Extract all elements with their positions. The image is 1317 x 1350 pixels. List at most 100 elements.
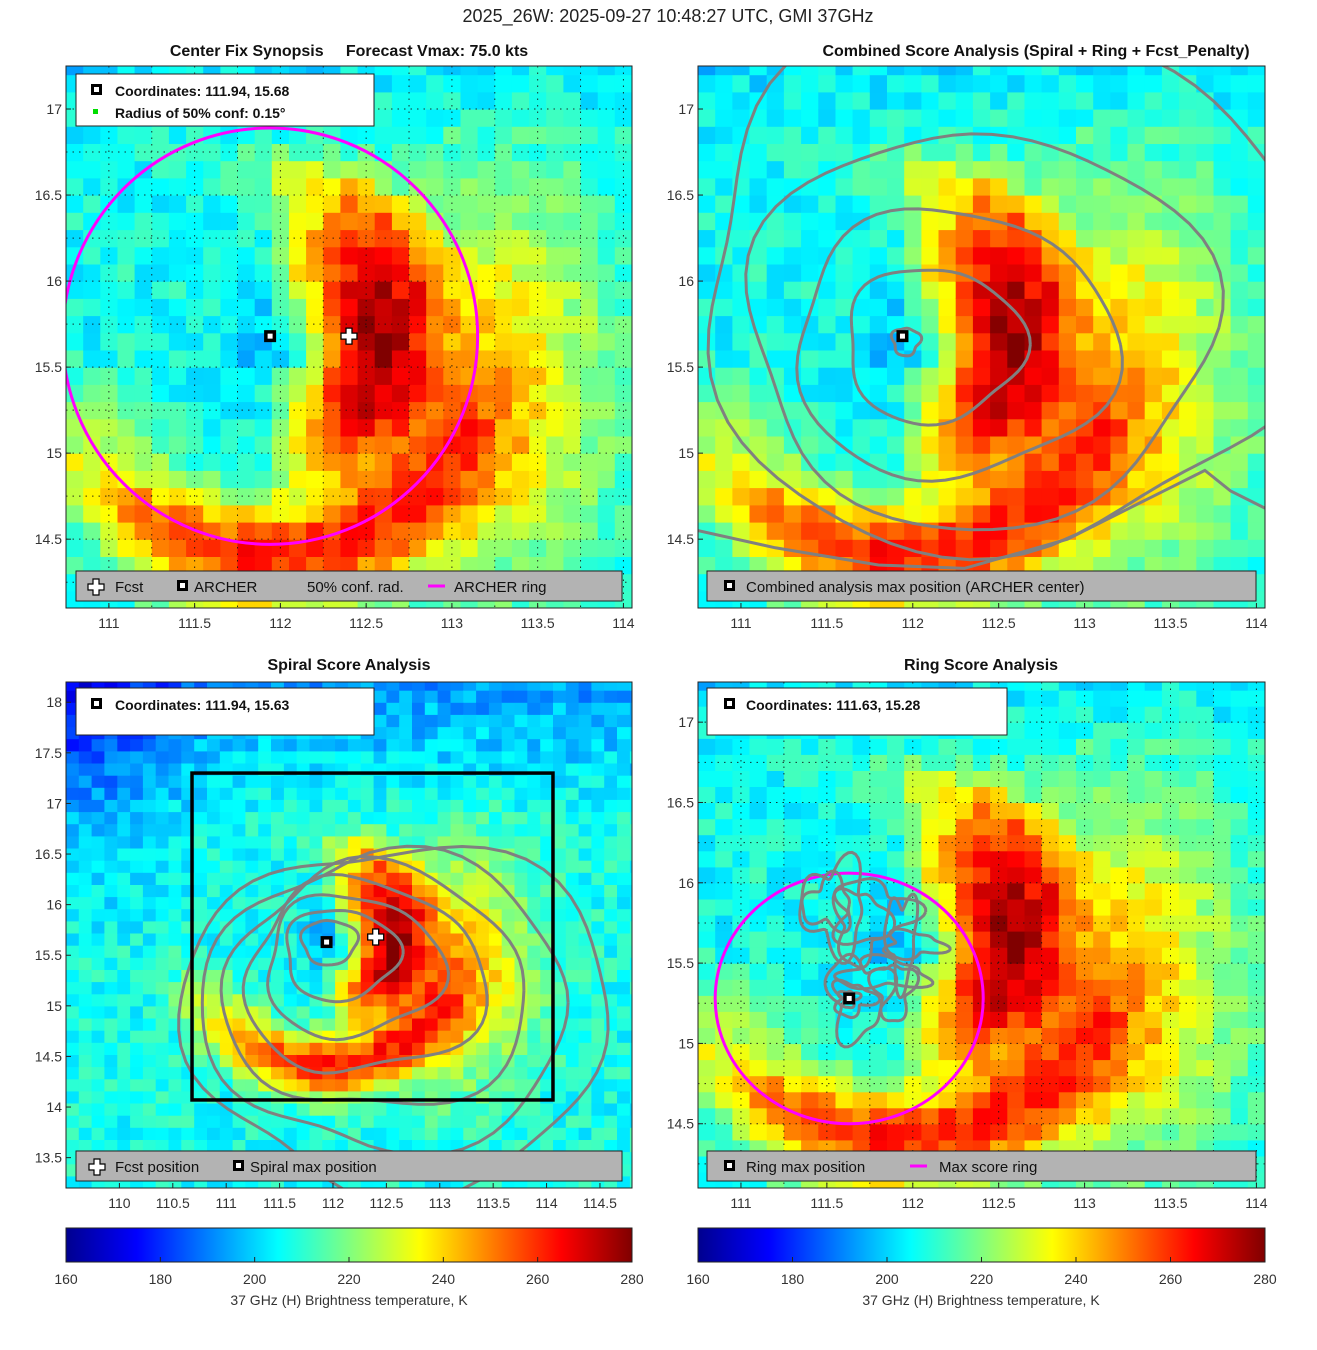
heat-cell xyxy=(168,1042,182,1055)
heat-cell xyxy=(91,811,105,825)
heat-cell xyxy=(1213,470,1232,489)
heat-cell xyxy=(100,40,118,58)
heat-cell xyxy=(1196,212,1215,231)
heat-cell xyxy=(219,1042,234,1055)
heat-cell xyxy=(835,177,854,196)
heat-cell xyxy=(1127,401,1146,420)
heat-cell xyxy=(938,195,957,213)
y-tick-label: 14.5 xyxy=(35,1048,62,1064)
heat-cell xyxy=(289,143,307,162)
heat-cell xyxy=(460,556,479,575)
heat-cell xyxy=(990,298,1008,317)
heat-cell xyxy=(412,775,426,788)
heat-cell xyxy=(580,246,599,265)
heat-cell xyxy=(443,66,462,76)
heat-cell xyxy=(1161,143,1180,162)
heat-cell xyxy=(629,763,632,776)
heat-cell xyxy=(181,1115,195,1128)
heat-cell xyxy=(117,1005,131,1019)
heat-cell xyxy=(540,823,554,837)
heat-cell xyxy=(629,981,632,995)
heat-cell xyxy=(801,1043,819,1061)
heat-cell xyxy=(527,969,541,983)
heat-cell xyxy=(1093,453,1111,471)
heat-cell xyxy=(783,738,802,755)
heat-cell xyxy=(232,1018,246,1031)
heat-cell xyxy=(698,315,716,334)
heat-cell xyxy=(477,229,496,248)
heat-cell xyxy=(749,401,768,420)
heat-cell xyxy=(553,775,567,788)
heat-cell xyxy=(1127,66,1146,76)
heat-cell xyxy=(766,818,785,836)
heat-cell xyxy=(142,981,157,995)
heat-cell xyxy=(529,384,547,403)
heat-cell xyxy=(399,872,413,885)
heat-cell xyxy=(629,1151,632,1165)
heat-cell xyxy=(698,979,716,996)
heat-cell xyxy=(117,666,130,679)
heat-cell xyxy=(237,367,256,385)
heat-cell xyxy=(1041,66,1060,76)
heat-cell xyxy=(1230,212,1249,231)
heat-cell xyxy=(391,349,410,368)
heat-cell xyxy=(494,298,513,317)
heat-cell xyxy=(424,690,439,703)
heat-cell xyxy=(801,246,819,265)
heat-cell xyxy=(617,1078,631,1092)
heat-cell xyxy=(91,981,105,995)
heat-cell xyxy=(766,246,785,265)
heat-cell xyxy=(155,750,170,764)
heat-cell xyxy=(732,91,751,110)
heat-cell xyxy=(186,66,204,76)
heat-cell xyxy=(271,787,285,800)
heat-cell xyxy=(117,143,136,162)
heat-cell xyxy=(186,263,204,282)
heat-cell xyxy=(698,931,716,948)
heat-cell xyxy=(514,1103,528,1116)
heat-cell xyxy=(852,315,871,334)
heat-cell xyxy=(1093,332,1111,351)
heat-cell xyxy=(296,1103,311,1116)
heat-cell xyxy=(597,332,616,351)
heat-cell xyxy=(130,957,144,970)
heat-cell xyxy=(271,750,285,764)
heat-cell xyxy=(450,787,464,800)
heat-cell xyxy=(1230,281,1249,299)
heat-cell xyxy=(578,969,592,983)
heat-cell xyxy=(578,872,592,885)
heat-cell xyxy=(117,367,136,385)
heat-cell xyxy=(904,738,922,755)
heat-cell xyxy=(540,884,554,898)
heat-cell xyxy=(938,298,957,317)
heat-cell xyxy=(591,738,605,752)
heat-cell xyxy=(1230,315,1249,334)
heat-cell xyxy=(283,775,298,788)
heat-cell xyxy=(271,332,290,351)
heat-cell xyxy=(565,1018,580,1031)
heat-cell xyxy=(1093,263,1111,282)
heat-cell xyxy=(749,522,768,540)
heat-cell xyxy=(443,160,462,179)
heat-cell xyxy=(100,418,119,437)
heat-cell xyxy=(540,702,554,715)
heat-cell xyxy=(801,66,819,76)
heat-cell xyxy=(219,860,234,873)
heat-cell xyxy=(643,1115,656,1128)
heat-cell xyxy=(254,504,273,523)
heat-cell xyxy=(134,522,153,540)
heat-cell xyxy=(357,470,376,489)
heat-cell xyxy=(852,1059,871,1077)
heat-cell xyxy=(546,66,564,76)
heat-cell xyxy=(237,487,256,506)
heat-cell xyxy=(527,1054,541,1068)
heat-cell xyxy=(749,802,768,820)
heat-cell xyxy=(698,504,716,523)
heat-cell xyxy=(1247,66,1265,76)
heat-cell xyxy=(563,504,582,523)
heat-cell xyxy=(66,1127,80,1140)
heat-cell xyxy=(904,504,922,523)
heat-cell xyxy=(852,298,871,317)
heat-cell xyxy=(271,957,285,970)
heat-cell xyxy=(1247,504,1265,523)
